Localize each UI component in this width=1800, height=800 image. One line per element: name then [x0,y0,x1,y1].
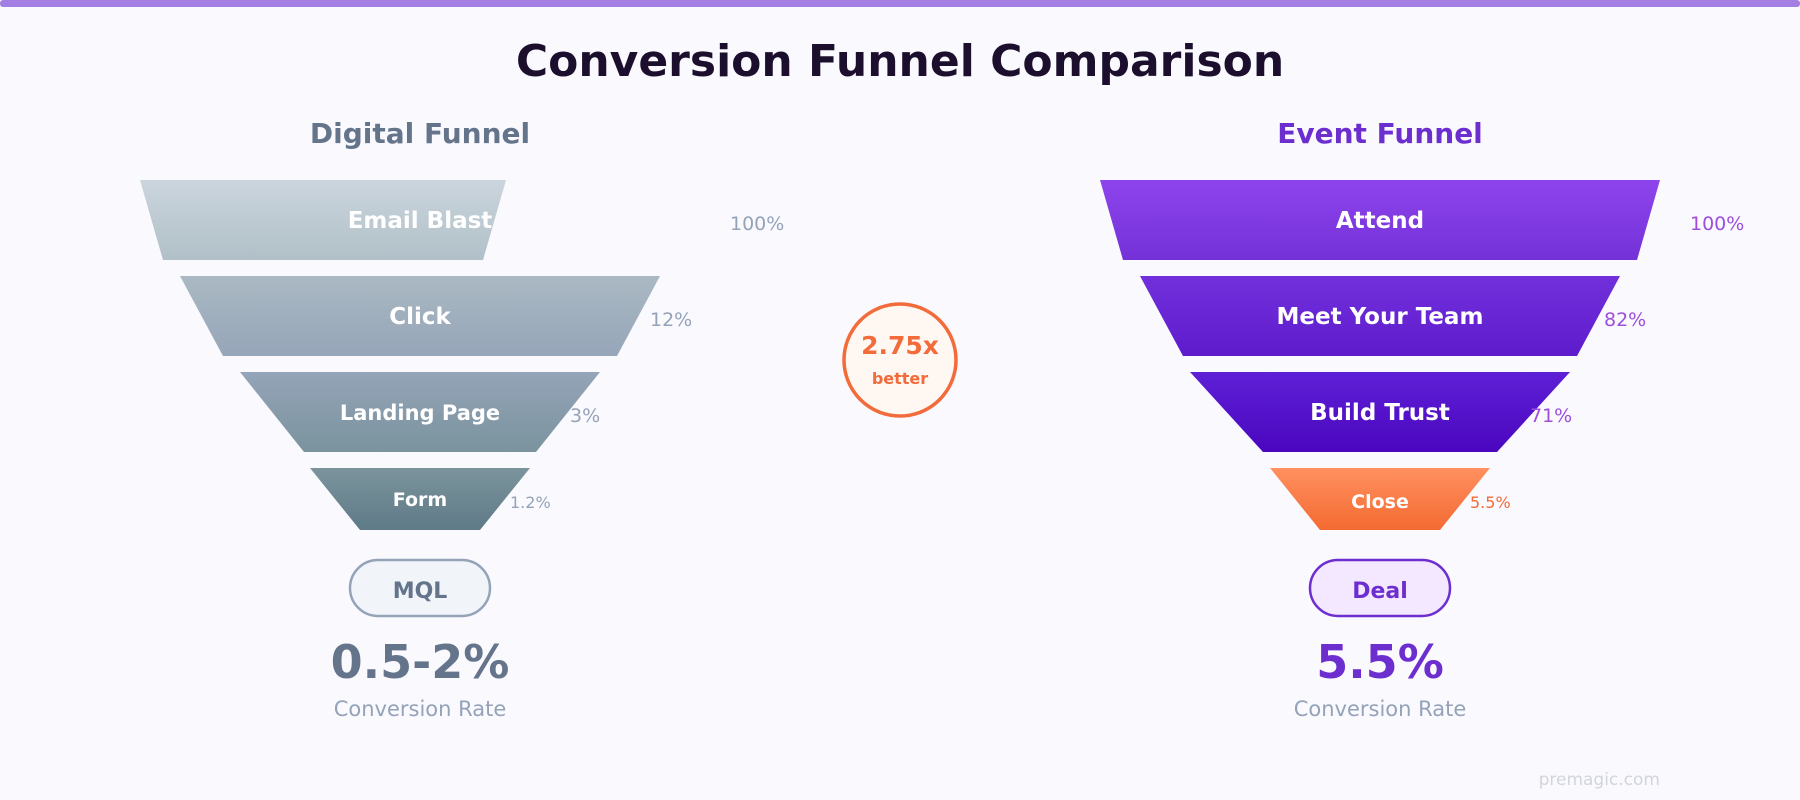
comparison-caption: better [872,369,928,388]
event-funnel-heading: Event Funnel [1277,117,1483,150]
event-stage-close [1270,468,1490,530]
event-conversion-rate: 5.5% [1316,635,1444,689]
digital-stage-label: Form [393,489,447,511]
event-stage-label: Meet Your Team [1277,304,1484,330]
digital-stage-label: Click [389,304,451,330]
event-stage-attend [1100,180,1660,260]
event-outcome-pill [1308,558,1452,618]
top-accent-bar [0,0,1800,7]
watermark: premagic.com [1539,770,1660,790]
digital-stage-percent: 100% [730,213,784,235]
digital-stage-click [180,276,660,356]
digital-stage-percent: 1.2% [510,493,551,512]
digital-stage-landing-page [240,372,600,452]
digital-stage-percent: 12% [650,309,692,331]
digital-outcome-label: MQL [393,579,448,604]
event-stage-build-trust [1190,372,1570,452]
digital-conversion-caption: Conversion Rate [334,697,507,721]
event-conversion-caption: Conversion Rate [1294,697,1467,721]
digital-stage-label: Landing Page [340,401,500,425]
event-funnel: Event Funnel Attend 100% Meet Your Team … [1100,117,1744,721]
event-outcome-label: Deal [1352,579,1408,604]
digital-stage-label: Email Blast [348,208,493,234]
event-stage-percent: 71% [1530,405,1572,427]
page-title: Conversion Funnel Comparison [516,36,1284,87]
event-stage-percent: 5.5% [1470,493,1511,512]
comparison-circle [842,302,958,418]
event-stage-label: Attend [1336,208,1424,234]
comparison-badge: 2.75x better [842,302,958,418]
digital-funnel-heading: Digital Funnel [310,117,530,150]
comparison-multiplier: 2.75x [861,331,939,360]
event-stage-percent: 100% [1690,213,1744,235]
digital-stage-form [310,468,530,530]
event-stage-label: Close [1351,491,1409,513]
digital-stage-email-blast [140,180,506,260]
event-stage-percent: 82% [1604,309,1646,331]
digital-conversion-rate: 0.5-2% [331,635,510,689]
digital-stage-percent: 3% [570,405,600,427]
event-stage-label: Build Trust [1310,400,1450,426]
digital-funnel: Digital Funnel Email Blast 100% Click 12… [140,117,784,721]
event-stage-meet-your-team [1140,276,1620,356]
digital-outcome-pill [348,558,492,618]
